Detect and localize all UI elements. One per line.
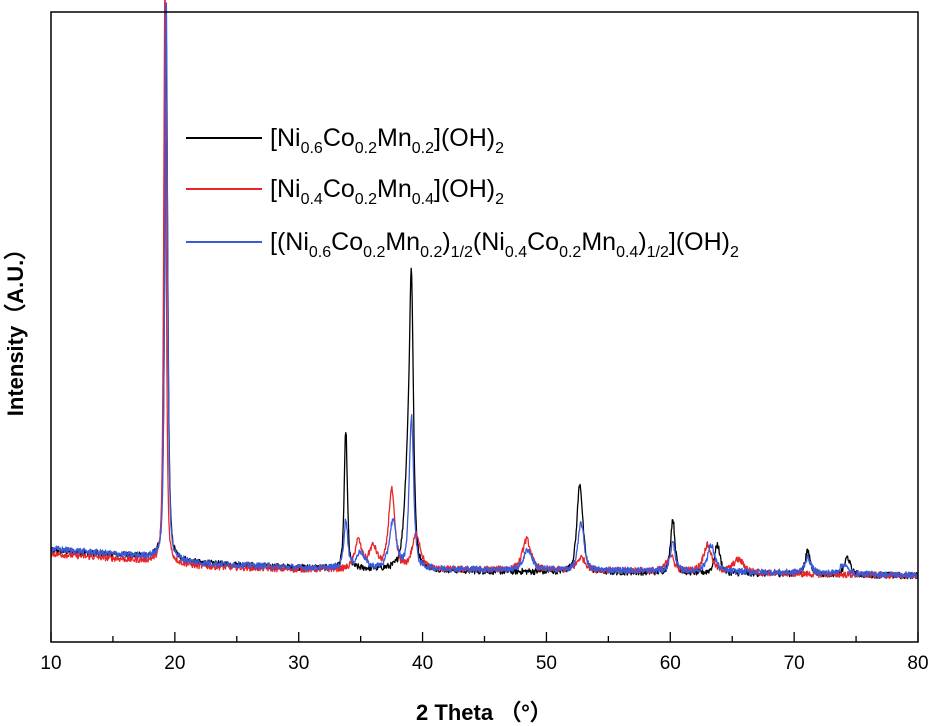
legend-text-part: Mn — [377, 124, 412, 152]
legend-subscript: 2 — [495, 191, 504, 208]
x-tick-label: 10 — [40, 653, 61, 674]
legend-subscript: 1/2 — [451, 244, 473, 261]
legend-text-part: [Ni — [270, 175, 301, 203]
legend-text-part: Co — [323, 124, 355, 152]
legend-subscript: 2 — [495, 140, 504, 157]
legend-subscript: 1/2 — [647, 244, 669, 261]
legend-text-part: ](OH) — [434, 124, 495, 152]
legend-subscript: 0.2 — [355, 140, 377, 157]
legend-subscript: 0.6 — [309, 244, 331, 261]
x-axis-ticks: 10 20 30 40 50 60 70 80 — [40, 632, 929, 674]
legend-text-part: ) — [442, 228, 450, 256]
legend-text-part: Mn — [377, 175, 412, 203]
legend-subscript: 0.2 — [420, 244, 442, 261]
x-tick-label: 60 — [660, 653, 681, 674]
legend-label-2: [(Ni0.6Co0.2Mn0.2)1/2(Ni0.4Co0.2Mn0.4)1/… — [270, 228, 739, 261]
legend-text-part: Co — [527, 228, 559, 256]
x-tick-label: 40 — [412, 653, 433, 674]
legend-text-part: Co — [331, 228, 363, 256]
legend-label-0: [Ni0.6Co0.2Mn0.2](OH)2 — [270, 124, 504, 157]
legend-text-part: ) — [638, 228, 646, 256]
legend-text-part: Mn — [581, 228, 616, 256]
legend-subscript: 0.4 — [505, 244, 527, 261]
legend-subscript: 0.4 — [616, 244, 638, 261]
legend-subscript: 0.2 — [355, 191, 377, 208]
legend-text-part: (Ni — [473, 228, 505, 256]
legend-text-part: Mn — [385, 228, 420, 256]
series-line-1 — [50, 0, 918, 580]
legend-subscript: 0.4 — [412, 191, 434, 208]
legend-subscript: 0.6 — [301, 140, 323, 157]
series-layer — [50, 0, 919, 580]
legend-subscript: 0.2 — [412, 140, 434, 157]
plot-frame — [50, 11, 919, 643]
legend-text-part: ](OH) — [434, 175, 495, 203]
x-tick-label: 70 — [784, 653, 805, 674]
x-tick-label: 30 — [288, 653, 309, 674]
y-axis-title: Intensity（A.U.） — [3, 238, 28, 416]
legend-subscript: 2 — [730, 244, 739, 261]
legend: [Ni0.6Co0.2Mn0.2](OH)2[Ni0.4Co0.2Mn0.4](… — [186, 124, 739, 261]
legend-subscript: 0.2 — [363, 244, 385, 261]
legend-text-part: [(Ni — [270, 228, 309, 256]
legend-label-1: [Ni0.4Co0.2Mn0.4](OH)2 — [270, 175, 504, 208]
legend-text-part: ](OH) — [669, 228, 730, 256]
x-tick-label: 80 — [907, 653, 928, 674]
legend-subscript: 0.2 — [559, 244, 581, 261]
legend-text-part: [Ni — [270, 124, 301, 152]
series-line-2 — [50, 2, 919, 579]
legend-text-part: Co — [323, 175, 355, 203]
legend-subscript: 0.4 — [301, 191, 323, 208]
x-tick-label: 20 — [164, 653, 185, 674]
x-tick-label: 50 — [536, 653, 557, 674]
x-axis-title: 2 Theta （°） — [416, 700, 552, 725]
